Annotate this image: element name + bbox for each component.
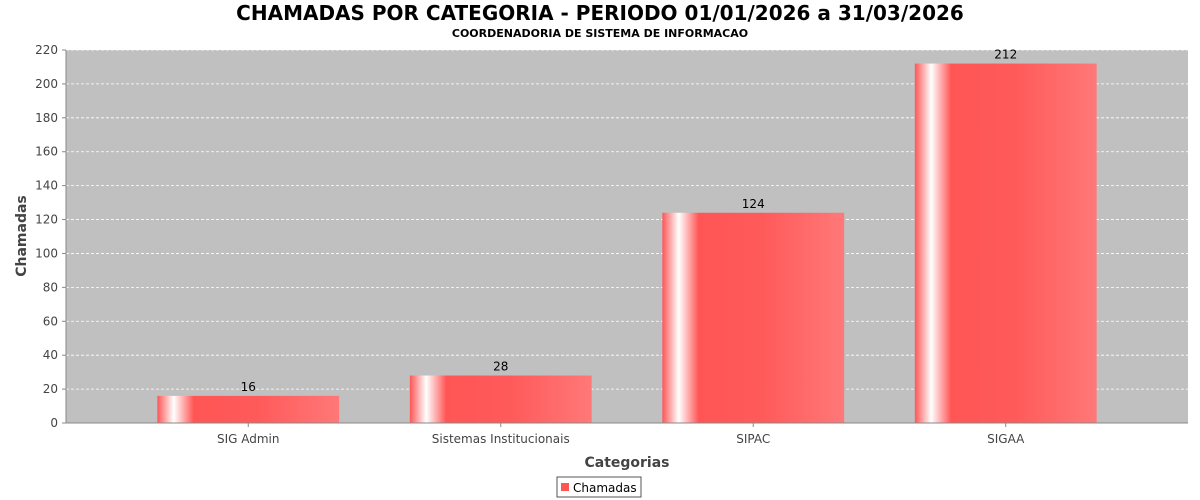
x-tick-label: SIGAA [987,432,1025,446]
x-axis-ticks: SIG Admin Sistemas Institucionais SIPAC SIG… [217,423,1025,446]
legend-box [556,476,642,498]
legend-label: Chamadas [573,481,637,495]
bar [662,212,845,423]
bar [157,395,340,423]
bar [409,375,592,423]
y-tick-label: 0 [50,416,58,430]
bars: 16 28 124 212 [157,48,1097,424]
x-tick-label: SIG Admin [217,432,280,446]
y-tick-label: 60 [43,314,58,328]
y-tick-label: 140 [35,179,58,193]
legend: Chamadas [556,476,642,498]
bar [914,63,1097,424]
chart-title: CHAMADAS POR CATEGORIA - PERIODO 01/01/2… [236,1,964,25]
y-tick-label: 120 [35,213,58,227]
y-tick-label: 100 [35,246,58,260]
y-tick-label: 20 [43,382,58,396]
legend-swatch [561,483,569,491]
x-tick-label: SIPAC [736,432,770,446]
y-tick-label: 40 [43,348,58,362]
y-tick-label: 80 [43,280,58,294]
y-tick-label: 180 [35,111,58,125]
bar-value-label: 28 [493,360,508,374]
bar-value-label: 124 [742,197,765,211]
y-tick-label: 220 [35,43,58,57]
y-tick-label: 160 [35,145,58,159]
y-axis-label: Chamadas [14,195,30,277]
chart-subtitle: COORDENADORIA DE SISTEMA DE INFORMACAO [452,27,748,40]
y-tick-label: 200 [35,77,58,91]
y-axis-ticks: 0 20 40 60 80 100 120 140 160 180 200 220 [35,43,66,430]
x-axis-label: Categorias [584,455,669,471]
bar-value-label: 212 [994,48,1017,62]
bar-value-label: 16 [241,380,256,394]
x-tick-label: Sistemas Institucionais [432,432,570,446]
